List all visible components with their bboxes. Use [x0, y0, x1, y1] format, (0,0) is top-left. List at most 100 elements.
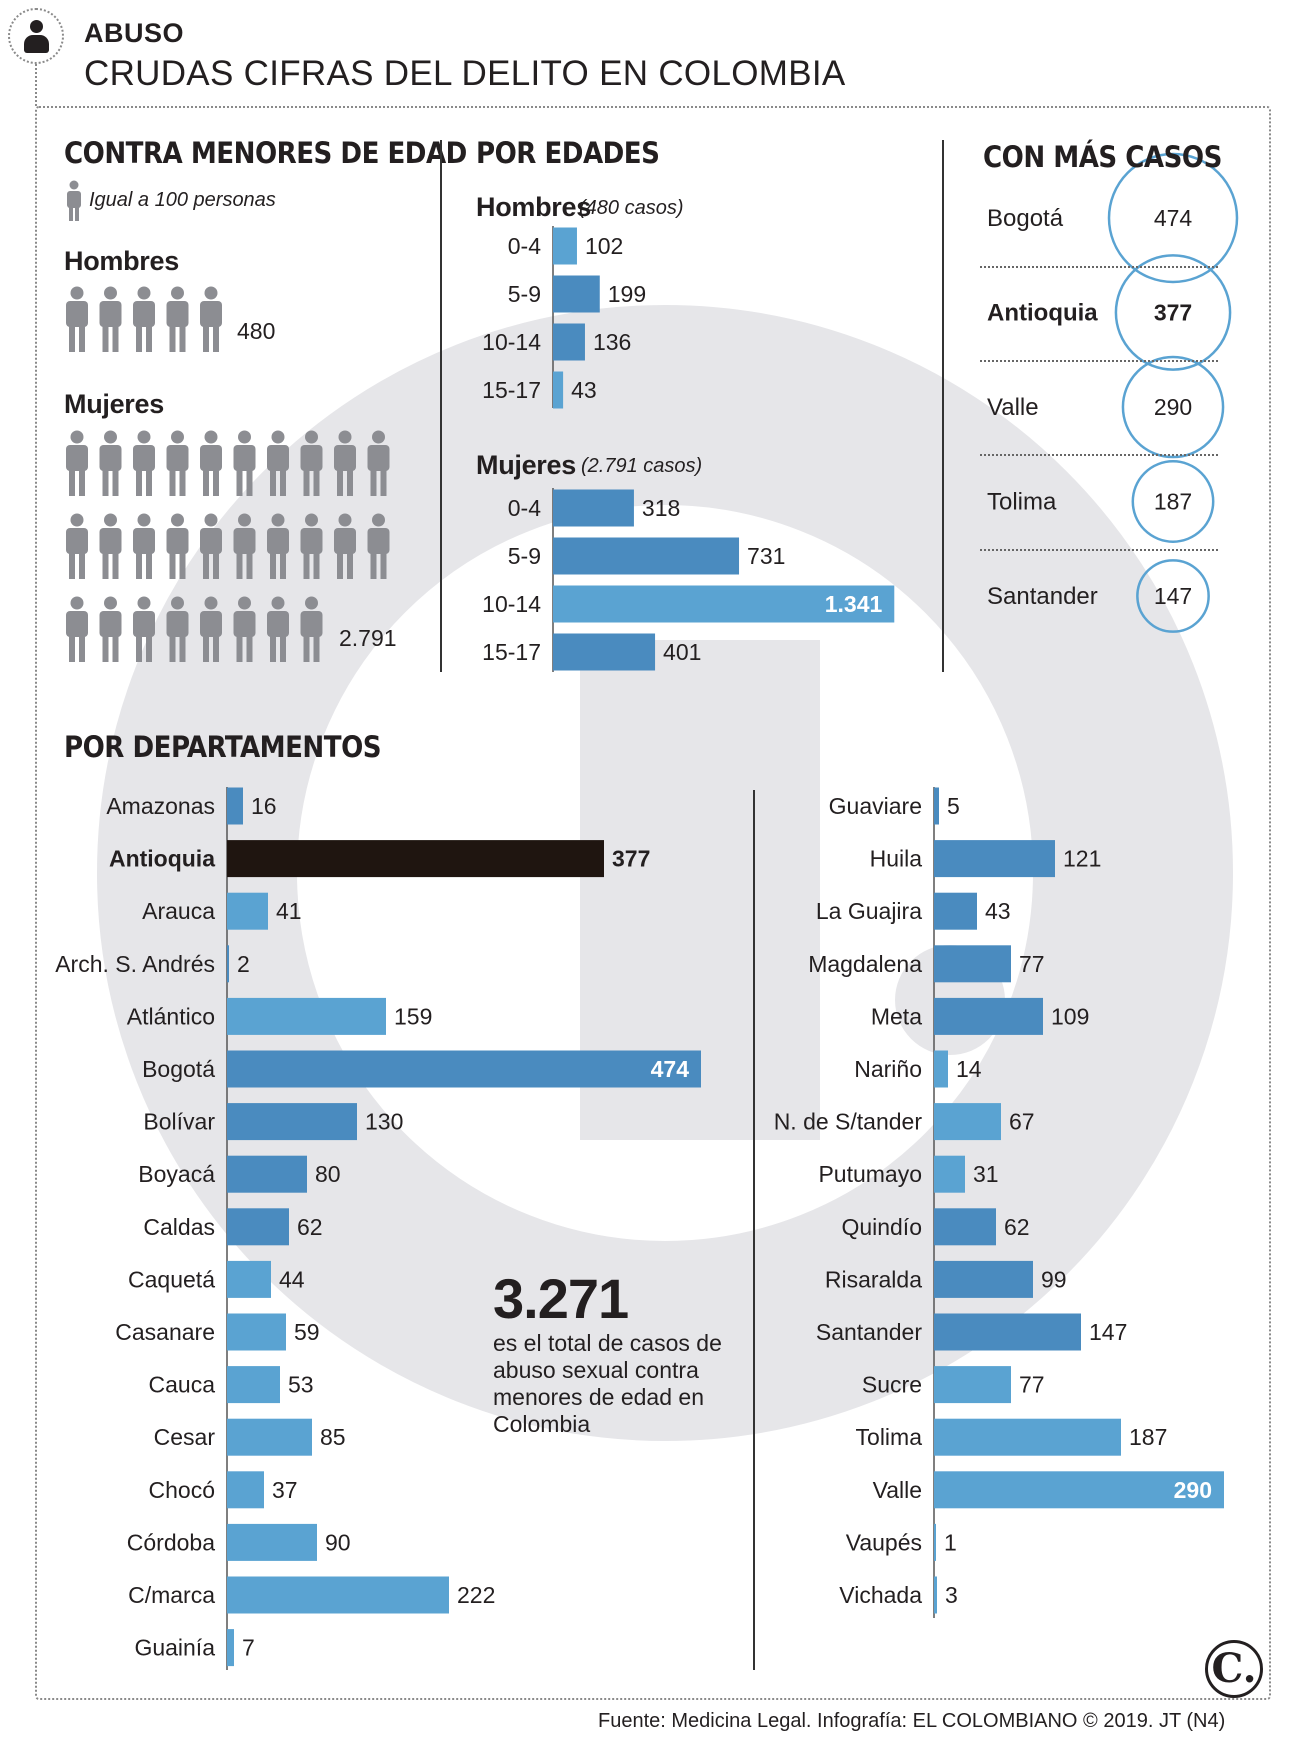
bar: [553, 585, 895, 623]
bar: [934, 945, 1011, 983]
value-label: 109: [1051, 1003, 1089, 1029]
category-label: 0-4: [508, 495, 541, 521]
separator: [980, 360, 1218, 362]
category-label: Santander: [816, 1319, 922, 1345]
category-label: Guaviare: [829, 793, 922, 819]
category-label: Tolima: [856, 1424, 923, 1450]
case-value: 474: [1154, 205, 1193, 231]
value-label: 62: [297, 1214, 323, 1240]
bar: [934, 1313, 1081, 1351]
bar: [934, 1208, 996, 1246]
category-label: Córdoba: [127, 1529, 215, 1555]
person-icon-mujeres: [367, 430, 390, 496]
bar: [227, 1629, 234, 1667]
person-icon-mujeres: [267, 513, 289, 579]
case-circle: [1121, 355, 1225, 459]
bar: [227, 1208, 289, 1246]
value-label: 731: [747, 543, 785, 569]
value-label: 31: [973, 1161, 999, 1187]
category-label: Magdalena: [808, 951, 922, 977]
value-label: 121: [1063, 846, 1101, 872]
bar: [553, 371, 564, 409]
total-value: 3.271: [493, 1267, 629, 1330]
person-icon-hombres: [66, 286, 88, 352]
section-title-departamentos: POR DEPARTAMENTOS: [64, 730, 382, 764]
value-label: 37: [272, 1477, 298, 1503]
category-label: 10-14: [482, 591, 541, 617]
person-icon-mujeres: [233, 513, 256, 579]
person-icon-mujeres: [367, 513, 390, 579]
person-icon-mujeres: [267, 596, 289, 662]
bar: [553, 275, 600, 313]
category-label: C/marca: [128, 1582, 215, 1608]
value-label: 5: [947, 793, 960, 819]
category-label: 15-17: [482, 377, 541, 403]
case-circle: [1114, 254, 1232, 371]
case-name: Antioquia: [987, 300, 1098, 327]
bar: [553, 537, 740, 575]
case-name: Tolima: [987, 489, 1057, 516]
person-icon-hombres: [99, 286, 122, 352]
category-label: Arauca: [142, 898, 215, 924]
value-label: 41: [276, 898, 302, 924]
bar: [934, 1103, 1001, 1141]
category-label: Caldas: [143, 1214, 215, 1240]
category-label: Bogotá: [142, 1056, 215, 1082]
value-label: 62: [1004, 1214, 1030, 1240]
person-icon-mujeres: [267, 430, 289, 496]
person-icon-mujeres: [300, 596, 323, 662]
category-label: 0-4: [508, 233, 541, 259]
value-label: 43: [985, 898, 1011, 924]
bar: [553, 323, 585, 361]
hombres-value: 480: [237, 318, 276, 344]
bar: [934, 1471, 1224, 1509]
bar: [934, 997, 1043, 1035]
person-icon-mujeres: [133, 596, 155, 662]
category-label: Atlántico: [127, 1003, 215, 1029]
bar: [227, 1155, 307, 1193]
separator: [980, 454, 1218, 456]
divider-2: [942, 140, 944, 672]
edades-mujeres-label: Mujeres: [476, 450, 576, 480]
bar: [227, 1576, 449, 1614]
hombres-label: Hombres: [64, 246, 179, 276]
category-label: Meta: [871, 1003, 922, 1029]
bar: [227, 1313, 286, 1351]
value-label: 16: [251, 793, 277, 819]
value-label: 14: [956, 1056, 982, 1082]
total-text: es el total de casos de abuso sexual con…: [493, 1330, 722, 1437]
value-label: 199: [608, 281, 646, 307]
bar: [553, 227, 577, 265]
bar: [227, 1418, 312, 1456]
category-label: Antioquia: [109, 846, 215, 872]
value-label: 290: [1174, 1477, 1212, 1503]
case-value: 290: [1154, 394, 1192, 420]
person-icon-mujeres: [233, 596, 256, 662]
value-label: 99: [1041, 1266, 1067, 1292]
watermark-ring: [97, 305, 1233, 1441]
category-label: Vichada: [839, 1582, 922, 1608]
edades-mujeres-note: (2.791 casos): [581, 455, 703, 477]
category-label: Huila: [870, 846, 923, 872]
legend-label: Igual a 100 personas: [89, 189, 276, 211]
category-label: La Guajira: [816, 898, 922, 924]
category-label: Boyacá: [138, 1161, 215, 1187]
source-credit: Fuente: Medicina Legal. Infografía: EL C…: [598, 1710, 1226, 1732]
section-title-mas-casos: CON MÁS CASOS: [983, 140, 1222, 174]
category-label: Arch. S. Andrés: [55, 951, 215, 977]
case-value: 377: [1154, 300, 1192, 326]
category-label: 5-9: [508, 281, 541, 307]
bar: [227, 1523, 317, 1561]
category-label: 10-14: [482, 329, 541, 355]
bar: [227, 1260, 271, 1298]
bar: [934, 787, 939, 825]
bar: [934, 840, 1055, 878]
category-label: Putumayo: [818, 1161, 922, 1187]
value-label: 43: [571, 377, 597, 403]
person-legend-icon: [67, 180, 81, 221]
value-label: 318: [642, 495, 680, 521]
person-icon-mujeres: [66, 430, 88, 496]
case-circle: [1136, 559, 1210, 633]
case-name: Valle: [987, 394, 1039, 421]
category-label: 15-17: [482, 639, 541, 665]
